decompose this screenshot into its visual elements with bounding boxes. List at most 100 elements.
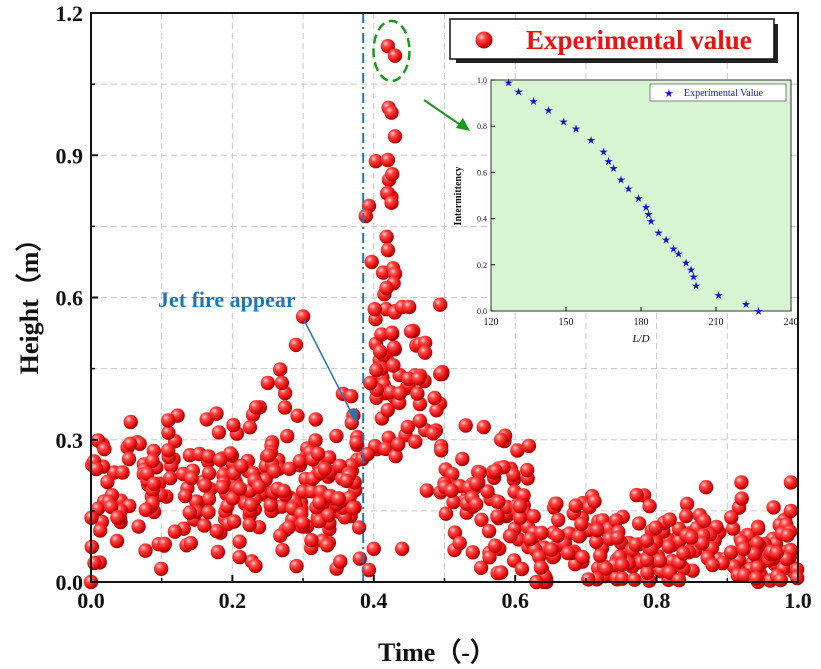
data-point	[201, 491, 217, 507]
data-point	[277, 400, 293, 415]
inset-data-point: ★	[559, 117, 569, 129]
data-point	[380, 152, 396, 168]
data-point	[372, 344, 388, 359]
data-point	[469, 497, 484, 512]
data-point	[412, 413, 427, 428]
data-point	[512, 510, 528, 525]
data-point	[161, 425, 176, 440]
data-point	[560, 545, 576, 561]
data-point	[631, 516, 647, 531]
data-point	[378, 441, 393, 457]
data-point	[491, 494, 506, 510]
data-point	[123, 414, 138, 430]
x-tick-label: 0.8	[643, 588, 671, 613]
data-point	[201, 449, 216, 464]
main-legend: Experimental value	[449, 18, 778, 63]
inset-data-point: ★	[514, 87, 524, 99]
data-point	[321, 508, 336, 523]
inset-data-point: ★	[599, 147, 609, 159]
data-point	[333, 554, 348, 569]
data-point	[121, 451, 137, 467]
data-point	[610, 530, 625, 545]
data-point	[308, 412, 323, 427]
data-point	[361, 562, 377, 578]
jet-fire-arrow	[303, 319, 357, 424]
inset-data-point: ★	[529, 96, 539, 108]
data-point	[676, 546, 691, 561]
data-point	[401, 371, 416, 386]
data-point	[695, 536, 710, 551]
data-point	[123, 436, 138, 451]
data-point	[227, 514, 242, 529]
data-point	[408, 434, 423, 449]
data-point	[410, 386, 425, 401]
data-point	[642, 498, 657, 514]
data-point	[386, 358, 401, 373]
jet-fire-label: Jet fire appear	[158, 287, 296, 312]
inset-data-point: ★	[681, 257, 691, 269]
data-point	[639, 533, 654, 548]
data-point	[648, 520, 663, 535]
x-tick-label: 0.6	[501, 588, 529, 613]
data-point	[510, 443, 525, 458]
inset-data-point: ★	[641, 202, 651, 214]
data-point	[380, 402, 395, 418]
inset-data-point: ★	[646, 216, 656, 228]
data-point	[163, 470, 178, 486]
data-point	[369, 362, 384, 378]
data-point	[211, 425, 227, 440]
data-point	[388, 448, 403, 464]
data-point	[261, 448, 276, 463]
data-point	[748, 571, 764, 586]
data-point	[93, 523, 108, 538]
data-point	[317, 461, 333, 477]
data-point	[458, 418, 473, 433]
data-point	[465, 545, 480, 560]
data-point	[183, 535, 198, 551]
data-point	[386, 340, 402, 355]
data-point	[639, 552, 655, 567]
data-point	[568, 498, 583, 513]
data-point	[493, 432, 509, 447]
data-point	[587, 494, 602, 509]
data-point	[384, 105, 399, 120]
data-point	[367, 302, 382, 317]
data-point	[662, 512, 677, 527]
data-point	[750, 535, 765, 551]
data-point	[109, 533, 125, 549]
data-point	[521, 438, 537, 454]
data-point	[215, 479, 230, 495]
data-point	[349, 435, 364, 450]
data-point	[474, 512, 489, 527]
data-point	[363, 375, 378, 391]
data-point	[226, 417, 241, 433]
data-point	[154, 561, 169, 576]
data-point	[438, 506, 454, 521]
inset-data-point: ★	[691, 281, 701, 293]
data-point	[493, 565, 509, 580]
y-tick-label: 0.6	[56, 286, 84, 311]
data-point	[384, 325, 400, 340]
data-point	[368, 154, 384, 169]
data-point	[750, 521, 766, 536]
data-point	[696, 513, 712, 528]
data-point	[288, 337, 304, 353]
data-point	[532, 549, 547, 565]
x-axis-title: Time（-）	[378, 638, 496, 664]
x-tick-label: 0.2	[219, 588, 247, 613]
data-point	[295, 516, 310, 531]
inset-data-point: ★	[661, 234, 671, 246]
data-point	[289, 558, 304, 574]
inset-y-axis-label: Intermittency	[453, 167, 464, 226]
data-point	[197, 518, 212, 533]
data-point	[724, 510, 739, 525]
data-point	[783, 503, 799, 519]
data-point	[161, 443, 176, 458]
data-point	[248, 558, 263, 574]
inset-data-point: ★	[686, 264, 696, 276]
data-point	[312, 495, 327, 510]
data-point	[593, 548, 608, 563]
data-point	[184, 471, 199, 486]
